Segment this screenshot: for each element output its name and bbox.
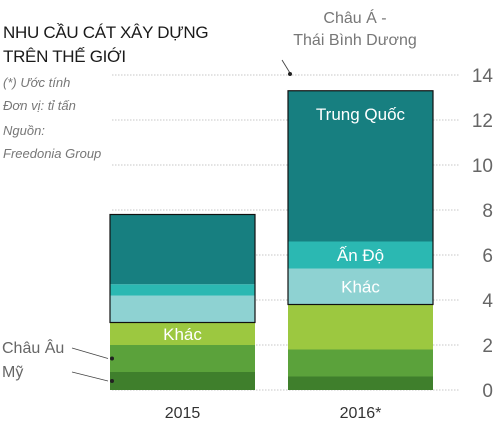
segment-label-2015-khac: Khác <box>163 325 202 344</box>
stacked-bars <box>109 90 434 390</box>
leader-dot-chau-au <box>110 356 114 361</box>
x-label-2015: 2015 <box>165 405 201 422</box>
chart-title-line-1: NHU CẦU CÁT XÂY DỰNG <box>3 23 208 42</box>
bar-segment-2015-trung-quoc <box>110 214 255 285</box>
region-label-line-2: Thái Bình Dương <box>293 32 416 49</box>
annotations: Khác Trung Quốc Ấn Độ Khác Châu Âu Mỹ Châu Á -… <box>2 8 417 383</box>
chart-title-line-2: TRÊN THẾ GIỚI <box>3 47 126 66</box>
bar-segment-2015-my <box>110 372 255 390</box>
bar-segment-2016-apac-other <box>288 268 433 305</box>
bar-segment-2016-trung-quoc <box>288 90 433 242</box>
y-tick-10: 10 <box>472 156 493 177</box>
bar-segment-2016-an-do <box>288 241 433 269</box>
bar-segment-2016-my <box>288 376 433 390</box>
x-axis-labels: 2015 2016* <box>165 405 382 422</box>
leader-dot-my <box>110 379 114 383</box>
y-tick-8: 8 <box>482 201 493 222</box>
bar-segment-2015-chau-au <box>110 345 255 372</box>
apac-outline-2015 <box>109 213 256 324</box>
y-tick-2: 2 <box>482 336 493 357</box>
source-label: Nguồn: <box>3 123 45 138</box>
apac-outline-2016 <box>287 90 434 306</box>
leader-line-chau-au <box>71 347 109 359</box>
region-leader-line <box>281 59 291 74</box>
y-tick-6: 6 <box>482 246 493 267</box>
segment-label-2016-an-do: Ấn Độ <box>337 246 384 265</box>
side-label-chau-au: Châu Âu <box>2 338 64 357</box>
region-label-line-1: Châu Á - <box>323 8 386 27</box>
x-label-2016: 2016* <box>340 405 382 422</box>
bar-segment-2016-chau-au <box>288 349 433 377</box>
y-tick-4: 4 <box>482 291 493 312</box>
side-label-my: Mỹ <box>2 364 23 381</box>
bar-segment-2015-apac-other <box>110 295 255 323</box>
y-tick-0: 0 <box>482 381 493 402</box>
unit-note: Đơn vị: tỉ tấn <box>3 98 76 113</box>
source-name: Freedonia Group <box>3 146 101 161</box>
leader-line-my <box>71 371 109 382</box>
y-axis-ticks: 0 2 4 6 8 10 12 14 <box>472 66 494 402</box>
region-leader-dot <box>288 72 292 76</box>
bar-segment-2016-khac <box>288 304 433 350</box>
segment-label-2016-khac: Khác <box>341 278 380 297</box>
segment-label-2016-trung-quoc: Trung Quốc <box>316 105 406 124</box>
y-tick-12: 12 <box>472 111 493 132</box>
bar-segment-2015-khac <box>110 322 255 345</box>
estimate-note: (*) Ước tính <box>3 75 70 90</box>
bar-segment-2015-an-do <box>110 284 255 296</box>
y-tick-14: 14 <box>472 66 494 87</box>
